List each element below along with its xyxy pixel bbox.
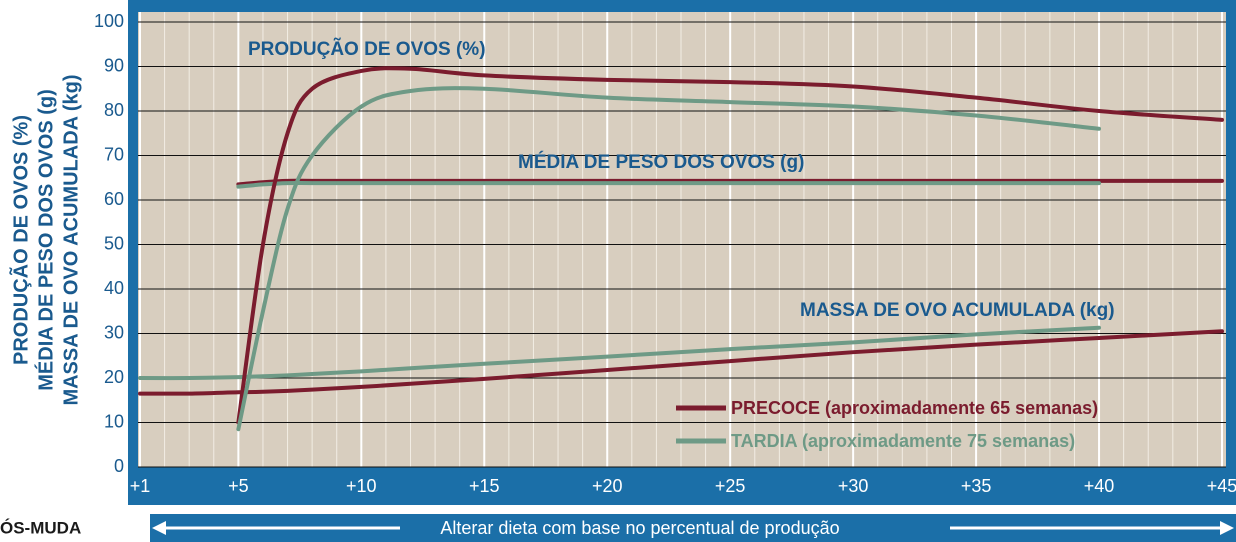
x-tick-label: +20 — [592, 476, 623, 496]
y-axis-label: MÉDIA DE PESO DOS OVOS (g) — [34, 89, 57, 391]
y-tick-label: 40 — [104, 278, 124, 298]
x-tick-label: +40 — [1084, 476, 1115, 496]
arrow-head — [1220, 521, 1234, 535]
y-tick-label: 60 — [104, 189, 124, 209]
y-tick-label: 90 — [104, 55, 124, 75]
x-tick-label: +5 — [228, 476, 249, 496]
x-tick-label: +10 — [346, 476, 377, 496]
y-tick-label: 80 — [104, 100, 124, 120]
curve-label: MÉDIA DE PESO DOS OVOS (g) — [518, 151, 804, 173]
y-tick-label: 10 — [104, 411, 124, 431]
y-tick-label: 50 — [104, 233, 124, 253]
series-line — [236, 86, 1102, 432]
x-tick-label: +1 — [130, 476, 151, 496]
y-tick-label: 20 — [104, 367, 124, 387]
series-line — [138, 325, 1102, 381]
curve-label: MASSA DE OVO ACUMULADA (kg) — [800, 300, 1115, 321]
legend-label: TARDIA (aproximadamente 75 semanas) — [731, 431, 1075, 451]
arrow-head — [152, 521, 166, 535]
series-line — [138, 329, 1224, 396]
y-axis-label: MASSA DE OVO ACUMULADA (kg) — [60, 74, 82, 405]
series-line — [236, 180, 1102, 189]
x-tick-label: +25 — [715, 476, 746, 496]
y-tick-label: 100 — [94, 11, 124, 31]
y-tick-label: 0 — [114, 456, 124, 476]
arrow-text: Alterar dieta com base no percentual de … — [440, 518, 839, 538]
series-line — [236, 66, 1224, 425]
x-tick-label: +35 — [961, 476, 992, 496]
x-tick-label: +45 — [1207, 476, 1236, 496]
y-tick-label: 30 — [104, 322, 124, 342]
y-axis-label: PRODUÇÃO DE OVOS (%) — [9, 115, 32, 365]
y-tick-label: 70 — [104, 144, 124, 164]
left-label: ÓS-MUDA — [0, 518, 81, 537]
curve-label: PRODUÇÃO DE OVOS (%) — [248, 38, 486, 60]
legend-label: PRECOCE (aproximadamente 65 semanas) — [731, 398, 1098, 418]
x-tick-label: +15 — [469, 476, 500, 496]
x-tick-label: +30 — [838, 476, 869, 496]
